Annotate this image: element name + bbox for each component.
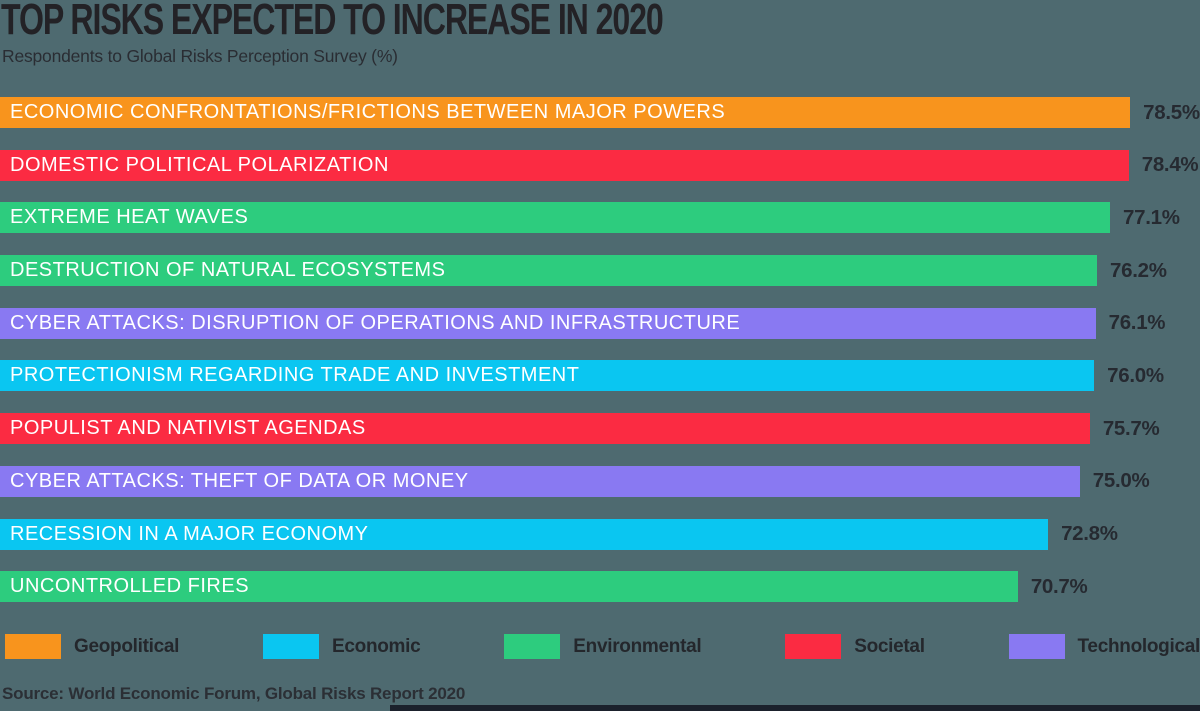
bar-value-label: 72.8%: [1061, 522, 1118, 545]
bar-row: DOMESTIC POLITICAL POLARIZATION 78.4%: [0, 149, 1200, 181]
legend-swatch: [785, 634, 842, 659]
legend-label: Societal: [854, 635, 925, 657]
bar-row: CYBER ATTACKS: DISRUPTION OF OPERATIONS …: [0, 307, 1200, 339]
legend-label: Environmental: [573, 635, 702, 657]
bar-row: DESTRUCTION OF NATURAL ECOSYSTEMS 76.2%: [0, 255, 1200, 287]
legend-label: Technological: [1077, 635, 1200, 657]
bar-label: DOMESTIC POLITICAL POLARIZATION: [10, 153, 389, 176]
bar-value-label: 76.0%: [1107, 363, 1164, 387]
bar-row: ECONOMIC CONFRONTATIONS/FRICTIONS BETWEE…: [0, 97, 1200, 128]
chart-legend: Geopolitical Economic Environmental Soci…: [5, 634, 1200, 659]
bar: PROTECTIONISM REGARDING TRADE AND INVEST…: [0, 360, 1095, 392]
bar-row: RECESSION IN A MAJOR ECONOMY 72.8%: [0, 518, 1200, 550]
bar-value-label: 76.1%: [1108, 311, 1166, 335]
legend-item: Societal: [785, 634, 925, 659]
page-title: TOP RISKS EXPECTED TO INCREASE IN 2020: [1, 0, 664, 44]
bar-label: RECESSION IN A MAJOR ECONOMY: [10, 522, 369, 545]
legend-item: Geopolitical: [5, 634, 179, 659]
bar-label: DESTRUCTION OF NATURAL ECOSYSTEMS: [10, 259, 446, 282]
legend-item: Technological: [1008, 634, 1200, 659]
bar: CYBER ATTACKS: DISRUPTION OF OPERATIONS …: [0, 307, 1096, 339]
source-note: Source: World Economic Forum, Global Ris…: [2, 684, 466, 703]
bar-value-label: 78.4%: [1141, 153, 1199, 177]
bar-label: EXTREME HEAT WAVES: [10, 206, 249, 229]
bar: EXTREME HEAT WAVES: [0, 202, 1110, 234]
bar-label: PROTECTIONISM REGARDING TRADE AND INVEST…: [10, 364, 580, 387]
bar: RECESSION IN A MAJOR ECONOMY: [0, 518, 1049, 550]
bar: POPULIST AND NATIVIST AGENDAS: [0, 413, 1090, 445]
legend-label: Geopolitical: [74, 635, 180, 657]
bar-value-label: 78.5%: [1143, 100, 1200, 124]
legend-item: Environmental: [504, 634, 702, 659]
bar-row: PROTECTIONISM REGARDING TRADE AND INVEST…: [0, 360, 1200, 392]
legend-item: Economic: [263, 634, 421, 659]
page-subtitle: Respondents to Global Risks Perception S…: [2, 46, 398, 66]
bar-value-label: 70.7%: [1030, 574, 1088, 598]
bar-row: CYBER ATTACKS: THEFT OF DATA OR MONEY 75…: [0, 465, 1200, 497]
bottom-strip: [390, 705, 1200, 711]
legend-swatch: [1008, 634, 1065, 659]
bar-value-label: 76.2%: [1110, 258, 1167, 282]
legend-swatch: [263, 634, 319, 659]
bar: ECONOMIC CONFRONTATIONS/FRICTIONS BETWEE…: [0, 97, 1131, 128]
bar-row: EXTREME HEAT WAVES 77.1%: [0, 202, 1200, 234]
bar-value-label: 75.7%: [1102, 416, 1160, 440]
bar-row: UNCONTROLLED FIRES 70.7%: [0, 571, 1200, 603]
legend-label: Economic: [332, 635, 421, 657]
bar-row: POPULIST AND NATIVIST AGENDAS 75.7%: [0, 413, 1200, 445]
bar-label: POPULIST AND NATIVIST AGENDAS: [10, 417, 366, 440]
bar: DOMESTIC POLITICAL POLARIZATION: [0, 149, 1129, 181]
bar-label: UNCONTROLLED FIRES: [10, 575, 250, 598]
bar-value-label: 75.0%: [1092, 469, 1150, 493]
bar-chart: ECONOMIC CONFRONTATIONS/FRICTIONS BETWEE…: [0, 97, 1200, 624]
bar-label: CYBER ATTACKS: THEFT OF DATA OR MONEY: [10, 469, 469, 492]
bar: CYBER ATTACKS: THEFT OF DATA OR MONEY: [0, 465, 1080, 497]
legend-swatch: [5, 634, 61, 659]
bar: DESTRUCTION OF NATURAL ECOSYSTEMS: [0, 255, 1098, 287]
bar-label: CYBER ATTACKS: DISRUPTION OF OPERATIONS …: [10, 311, 741, 334]
bar: UNCONTROLLED FIRES: [0, 571, 1018, 603]
bar-label: ECONOMIC CONFRONTATIONS/FRICTIONS BETWEE…: [10, 101, 726, 123]
legend-swatch: [504, 634, 561, 659]
bar-value-label: 77.1%: [1123, 205, 1180, 229]
